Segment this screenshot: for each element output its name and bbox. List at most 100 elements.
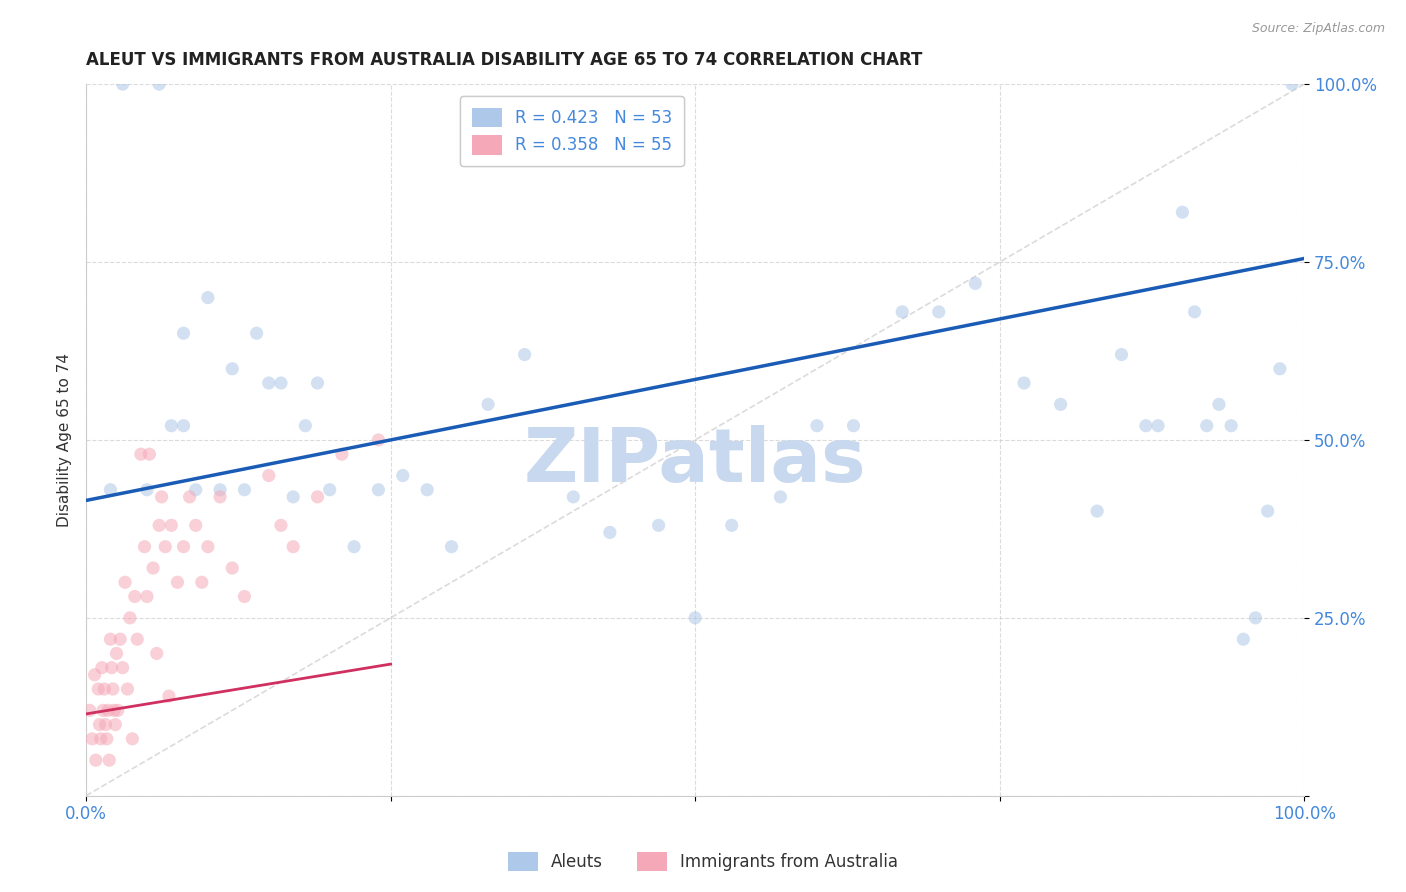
Point — [257, 376, 280, 390]
Point — [209, 490, 232, 504]
Point — [769, 490, 792, 504]
Point — [100, 483, 122, 497]
Point — [136, 590, 159, 604]
Point — [191, 575, 214, 590]
Point — [562, 490, 585, 504]
Point — [330, 447, 353, 461]
Legend: Aleuts, Immigrants from Australia: Aleuts, Immigrants from Australia — [499, 843, 907, 880]
Point — [221, 561, 243, 575]
Point — [138, 447, 160, 461]
Point — [1171, 205, 1194, 219]
Point — [114, 575, 136, 590]
Point — [233, 590, 256, 604]
Point — [179, 490, 201, 504]
Point — [111, 77, 134, 91]
Point — [94, 717, 117, 731]
Point — [93, 681, 115, 696]
Point — [1257, 504, 1279, 518]
Point — [891, 305, 914, 319]
Point — [90, 731, 112, 746]
Point — [233, 483, 256, 497]
Point — [98, 753, 121, 767]
Point — [89, 717, 111, 731]
Point — [307, 376, 329, 390]
Point — [1184, 305, 1206, 319]
Point — [166, 575, 188, 590]
Point — [842, 418, 865, 433]
Point — [129, 447, 152, 461]
Point — [136, 483, 159, 497]
Point — [599, 525, 621, 540]
Point — [416, 483, 439, 497]
Point — [1012, 376, 1035, 390]
Point — [97, 703, 120, 717]
Point — [318, 483, 340, 497]
Point — [307, 490, 329, 504]
Point — [104, 717, 127, 731]
Point — [148, 77, 170, 91]
Text: ALEUT VS IMMIGRANTS FROM AUSTRALIA DISABILITY AGE 65 TO 74 CORRELATION CHART: ALEUT VS IMMIGRANTS FROM AUSTRALIA DISAB… — [86, 51, 922, 69]
Point — [103, 703, 125, 717]
Point — [1135, 418, 1157, 433]
Point — [100, 632, 122, 647]
Point — [257, 468, 280, 483]
Point — [270, 518, 292, 533]
Point — [107, 703, 129, 717]
Point — [79, 703, 101, 717]
Point — [806, 418, 828, 433]
Point — [148, 518, 170, 533]
Point — [101, 681, 124, 696]
Point — [270, 376, 292, 390]
Point — [157, 689, 180, 703]
Point — [1111, 347, 1133, 361]
Point — [928, 305, 950, 319]
Legend: R = 0.423   N = 53, R = 0.358   N = 55: R = 0.423 N = 53, R = 0.358 N = 55 — [460, 96, 683, 166]
Point — [283, 490, 305, 504]
Point — [343, 540, 366, 554]
Point — [160, 418, 183, 433]
Point — [683, 611, 706, 625]
Point — [367, 483, 389, 497]
Point — [184, 518, 207, 533]
Point — [105, 647, 128, 661]
Point — [84, 753, 107, 767]
Point — [155, 540, 177, 554]
Point — [965, 277, 987, 291]
Point — [1147, 418, 1170, 433]
Point — [150, 490, 173, 504]
Point — [124, 590, 146, 604]
Point — [1195, 418, 1218, 433]
Point — [209, 483, 232, 497]
Point — [96, 731, 118, 746]
Point — [145, 647, 167, 661]
Y-axis label: Disability Age 65 to 74: Disability Age 65 to 74 — [58, 353, 72, 527]
Point — [1049, 397, 1071, 411]
Point — [440, 540, 463, 554]
Point — [513, 347, 536, 361]
Point — [1220, 418, 1243, 433]
Point — [118, 611, 141, 625]
Point — [1208, 397, 1230, 411]
Point — [100, 661, 122, 675]
Point — [1244, 611, 1267, 625]
Point — [197, 291, 219, 305]
Point — [173, 326, 195, 341]
Point — [91, 703, 114, 717]
Point — [121, 731, 143, 746]
Point — [184, 483, 207, 497]
Point — [90, 661, 112, 675]
Point — [111, 661, 134, 675]
Point — [391, 468, 413, 483]
Point — [294, 418, 316, 433]
Point — [647, 518, 669, 533]
Point — [283, 540, 305, 554]
Point — [1268, 361, 1291, 376]
Point — [142, 561, 165, 575]
Point — [1232, 632, 1254, 647]
Point — [82, 731, 104, 746]
Point — [160, 518, 183, 533]
Point — [108, 632, 131, 647]
Point — [117, 681, 139, 696]
Point — [246, 326, 269, 341]
Point — [197, 540, 219, 554]
